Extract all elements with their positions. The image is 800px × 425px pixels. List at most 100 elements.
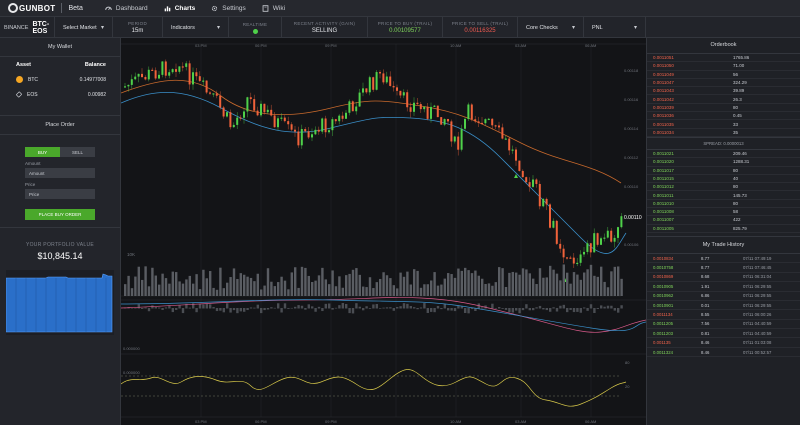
trade-history-row[interactable]: 0.0010901 0.01 07/11 06:29:55: [647, 301, 800, 311]
macd-bar: [158, 307, 161, 309]
core-checks-dropdown[interactable]: Core Checks ▾: [518, 17, 584, 38]
market-select[interactable]: Select Market ▾: [55, 17, 113, 38]
macd-bar: [542, 308, 545, 310]
trade-history-row[interactable]: 0.001135 8.46 07/11 01:03:08: [647, 338, 800, 348]
macd-bar: [239, 308, 242, 312]
macd-bar: [389, 307, 392, 309]
nav-label: Settings: [222, 4, 246, 12]
candle-body: [263, 103, 266, 113]
orderbook-ask-row[interactable]: 0.0011051 1765.86: [647, 54, 800, 63]
candle-body: [209, 92, 211, 94]
orderbook-ask-row[interactable]: 0.0011049 56: [647, 71, 800, 79]
candle-body: [419, 104, 422, 110]
orderbook-ask-row[interactable]: 0.0011047 324.29: [647, 79, 800, 88]
brand-logo[interactable]: GUNBOT Beta: [0, 0, 83, 17]
macd-bar: [229, 308, 232, 313]
candlestick-series: [124, 59, 623, 268]
candle-body: [212, 93, 215, 95]
candle-body: [158, 74, 160, 79]
macd-bar: [181, 308, 185, 314]
trade-history-row[interactable]: 0.0011203 0.81 07/11 04:40:59: [647, 329, 800, 339]
macd-bar: [171, 308, 174, 313]
candle-body: [413, 102, 415, 112]
volume-bar: [328, 284, 331, 296]
left-panel: My Wallet Asset Balance BTC 0.14977008 E…: [0, 38, 121, 425]
trade-history-row[interactable]: 0.0011324 8.46 07/11 00:52:57: [647, 348, 800, 358]
volume-bar: [467, 270, 470, 296]
orderbook-ask-row[interactable]: 0.0011034 35: [647, 129, 800, 137]
macd-bar: [134, 307, 137, 309]
macd-bar: [249, 307, 253, 309]
orderbook-bid-row[interactable]: 0.0011005 825.79: [647, 225, 800, 233]
macd-bar: [144, 307, 147, 309]
trade-price: 0.0010834: [653, 255, 674, 261]
ask-price: 0.0011047: [653, 80, 674, 86]
candle-body: [256, 110, 259, 116]
orderbook-bid-row[interactable]: 0.0011015 40: [647, 175, 800, 184]
nav-settings[interactable]: Settings: [203, 0, 254, 17]
buy-tab[interactable]: BUY: [25, 147, 60, 157]
ask-quantity: 1765.86: [733, 55, 750, 61]
trade-history-row[interactable]: 0.0010962 6.86 07/11 06:29:55: [647, 292, 800, 301]
macd-bar: [501, 308, 504, 309]
volume-bar: [494, 282, 497, 296]
orderbook-bid-row[interactable]: 0.0011010 80: [647, 200, 800, 209]
trade-history-row[interactable]: 0.0011205 7.56 07/11 04:40:59: [647, 320, 800, 330]
volume-bar: [515, 272, 518, 296]
trade-quantity: 7.56: [701, 321, 710, 327]
nav-charts[interactable]: Charts: [156, 0, 204, 17]
period-select[interactable]: PERIOD 15m: [113, 17, 163, 38]
price-chart[interactable]: 03 PM 06 PM 09 PM 10 AM 03 AM 06 AM 03 PM 06 P…: [121, 38, 646, 425]
dashboard-icon: [105, 6, 112, 10]
volume-bar: [426, 284, 429, 296]
orderbook-ask-row[interactable]: 0.0011035 33: [647, 120, 800, 129]
pnl-dropdown[interactable]: PNL ▾: [584, 17, 646, 38]
time-axis-label: 03 PM: [195, 419, 207, 424]
nav-dashboard[interactable]: Dashboard: [97, 0, 156, 17]
candle-body: [572, 257, 575, 264]
orderbook-bid-row[interactable]: 0.0011020 1288.31: [647, 158, 800, 167]
macd-bar: [576, 308, 579, 312]
sell-tab[interactable]: SELL: [60, 147, 95, 157]
macd-bar: [600, 305, 603, 309]
macd-bar: [246, 308, 249, 311]
orderbook-bid-row[interactable]: 0.0011017 80: [647, 167, 800, 175]
nav-wiki[interactable]: Wiki: [254, 0, 293, 17]
orderbook-bid-row[interactable]: 0.0011011 145.73: [647, 191, 800, 200]
trade-history-row[interactable]: 0.0010758 8.77 07/11 07:46:45: [647, 263, 800, 273]
candle-body: [610, 230, 613, 242]
orderbook-ask-row[interactable]: 0.0011043 39.89: [647, 87, 800, 96]
right-panel: Orderbook 0.0011051 1765.86 0.0011050 71.00…: [646, 38, 800, 425]
trade-price: 0.0011205: [653, 321, 673, 327]
orderbook-bid-row[interactable]: 0.0011012 80: [647, 183, 800, 192]
macd-bar: [304, 308, 307, 310]
orderbook-bid-row[interactable]: 0.0011007 422: [647, 216, 800, 225]
orderbook-bid-row[interactable]: 0.0011008 58: [647, 208, 800, 217]
trade-history-row[interactable]: 0.0010869 8.68 07/11 06:31:04: [647, 273, 800, 283]
volume-bar: [147, 286, 151, 296]
macd-bar: [175, 308, 178, 310]
volume-bar: [600, 266, 603, 296]
orderbook-ask-row[interactable]: 0.0011042 26.3: [647, 95, 800, 104]
realtime-toggle[interactable]: REALTIME: [229, 17, 282, 38]
volume-bar: [450, 274, 453, 296]
volume-bar: [409, 284, 412, 296]
price-input[interactable]: Price: [25, 189, 95, 199]
orderbook-ask-row[interactable]: 0.0011036 0.45: [647, 112, 800, 121]
orderbook-bid-row[interactable]: 0.0011021 209.46: [647, 150, 800, 159]
volume-bar: [314, 280, 317, 296]
volume-bar: [385, 275, 389, 296]
trade-history-row[interactable]: 0.0010834 8.77 07/11 07:49:19: [647, 254, 800, 264]
candle-body: [355, 106, 358, 112]
orderbook-ask-row[interactable]: 0.0011039 80: [647, 104, 800, 113]
trade-history-row[interactable]: 0.0010905 1.91 07/11 06:29:55: [647, 282, 800, 292]
orderbook-ask-row[interactable]: 0.0011050 71.00: [647, 62, 800, 71]
trade-history-row[interactable]: 0.0011134 8.55 07/11 06:00:26: [647, 310, 800, 320]
macd-bar: [270, 307, 273, 309]
indicators-dropdown[interactable]: Indicators ▾: [163, 17, 229, 38]
amount-input[interactable]: Amount: [25, 168, 95, 178]
macd-bar: [137, 304, 140, 309]
place-buy-order-button[interactable]: PLACE BUY ORDER: [25, 209, 95, 220]
candle-body: [559, 243, 562, 249]
volume-bar: [406, 271, 409, 296]
